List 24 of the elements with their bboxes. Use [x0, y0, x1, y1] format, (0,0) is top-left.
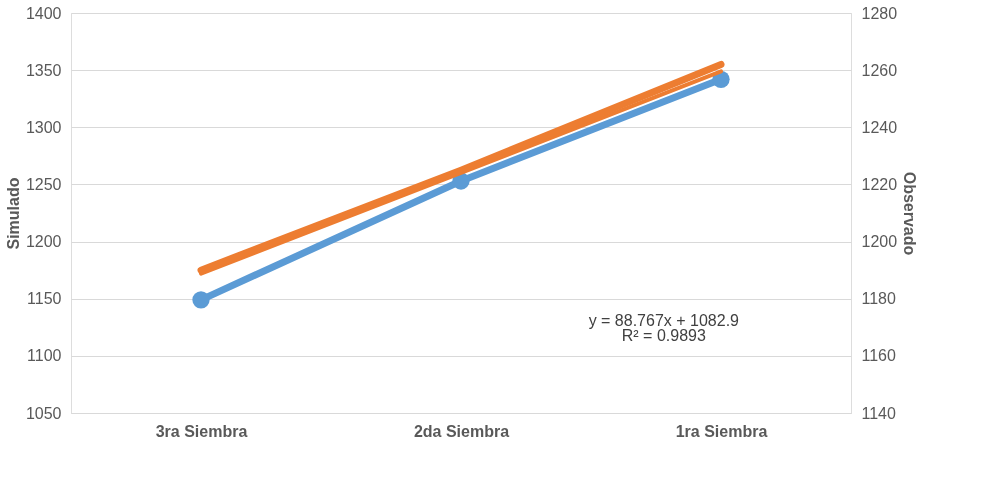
y2-tick-label: 1260	[861, 61, 898, 79]
annotation: R² = 0.9893	[621, 326, 706, 344]
y2-tick-label: 1240	[861, 118, 898, 136]
y-tick-label: 1350	[25, 61, 62, 79]
y-tick-label: 1250	[25, 175, 62, 193]
y-axis-title: Simulado	[4, 177, 22, 250]
annotation: y = 88.767x + 1082.9	[588, 311, 740, 329]
y2-tick-label: 1160	[861, 347, 897, 365]
y-tick-label: 1400	[25, 4, 62, 22]
y-tick-label: 1050	[25, 404, 62, 422]
y2-tick-label: 1220	[861, 175, 898, 193]
y2-tick-label: 1200	[861, 233, 898, 251]
point	[192, 291, 210, 309]
y-tick-label: 1200	[25, 233, 62, 251]
y2-axis-title: Observado	[901, 171, 919, 256]
y2-tick-label: 1140	[861, 404, 897, 422]
y2-tick-label: 1280	[861, 4, 898, 22]
x-tick-label: 1ra Siembra	[675, 422, 768, 440]
x-tick-label: 2da Siembra	[413, 422, 510, 440]
y-tick-label: 1100	[27, 347, 62, 365]
y2-tick-label: 1180	[861, 290, 897, 308]
x-tick-label: 3ra Siembra	[155, 422, 248, 440]
y-tick-label: 1150	[27, 290, 62, 308]
y-tick-label: 1300	[25, 118, 62, 136]
